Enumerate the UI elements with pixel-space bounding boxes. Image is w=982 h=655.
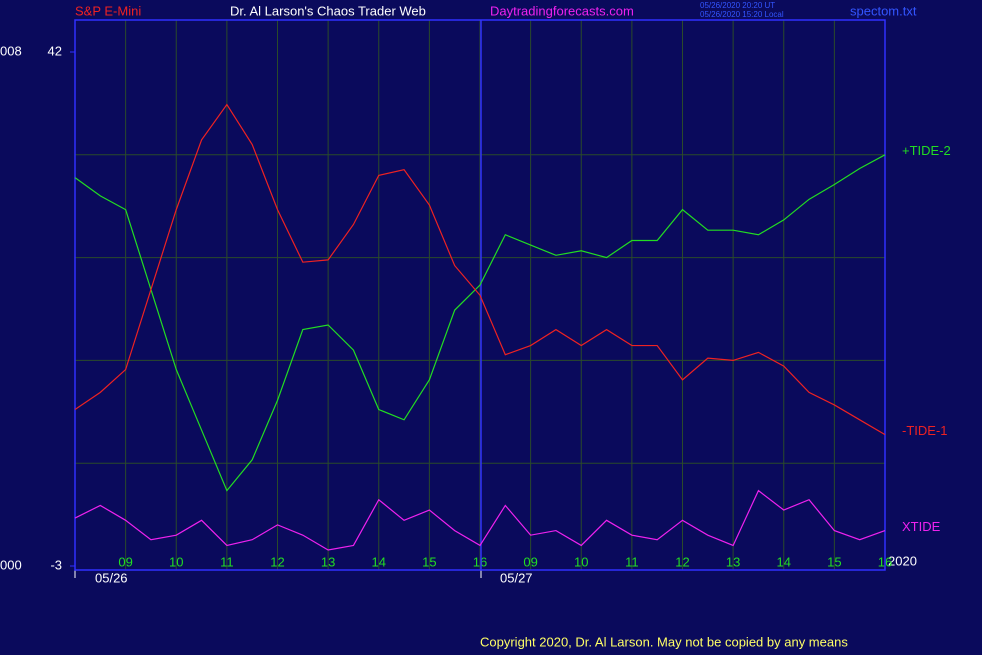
plot-area: 09 10 11 12 13 14 15 16 09 10 11 12 13 14 15 1642-3+TID… — [48, 19, 951, 572]
copyright: Copyright 2020, Dr. Al Larson. May not b… — [480, 634, 848, 649]
y-tick-label: -3 — [50, 557, 62, 572]
series-line — [74, 154, 886, 492]
x-tick-label: 15 — [422, 554, 436, 569]
series-line — [74, 103, 886, 436]
file-name: spectom.txt — [850, 3, 917, 18]
series-line — [74, 489, 886, 551]
x-tick-label: 12 — [675, 554, 689, 569]
x-tick-label: 14 — [777, 554, 791, 569]
x-tick-label: 15 — [827, 554, 841, 569]
time-local: 05/26/2020 15:20 Local — [700, 10, 784, 19]
series-label: -TIDE-1 — [902, 423, 948, 438]
x-tick-label: 11 — [220, 554, 234, 569]
left-label: 008 — [0, 43, 22, 58]
x-tick-label: 10 — [169, 554, 183, 569]
series-label: XTIDE — [902, 519, 941, 534]
y-tick-label: 42 — [48, 43, 62, 58]
symbol: S&P E-Mini — [75, 3, 141, 18]
plot-frame — [74, 19, 886, 571]
chart-title: Dr. Al Larson's Chaos Trader Web — [230, 3, 426, 18]
x-tick-label: 16 — [473, 554, 487, 569]
x-tick-label: 10 — [574, 554, 588, 569]
x-tick-label: 14 — [372, 554, 386, 569]
year: 2020 — [888, 553, 917, 568]
x-tick-label: 13 — [321, 554, 335, 569]
x-tick-label: 09 — [523, 554, 537, 569]
date-label: 05/27 — [500, 570, 533, 585]
x-tick-label: 11 — [625, 554, 639, 569]
x-tick-label: 12 — [270, 554, 284, 569]
time-ut: 05/26/2020 20:20 UT — [700, 1, 775, 10]
series-label: +TIDE-2 — [902, 143, 951, 158]
left-label: 000 — [0, 557, 22, 572]
date-label: 05/26 — [95, 570, 128, 585]
x-tick-label: 13 — [726, 554, 740, 569]
x-tick-label: 09 — [118, 554, 132, 569]
site: Daytradingforecasts.com — [490, 3, 634, 18]
